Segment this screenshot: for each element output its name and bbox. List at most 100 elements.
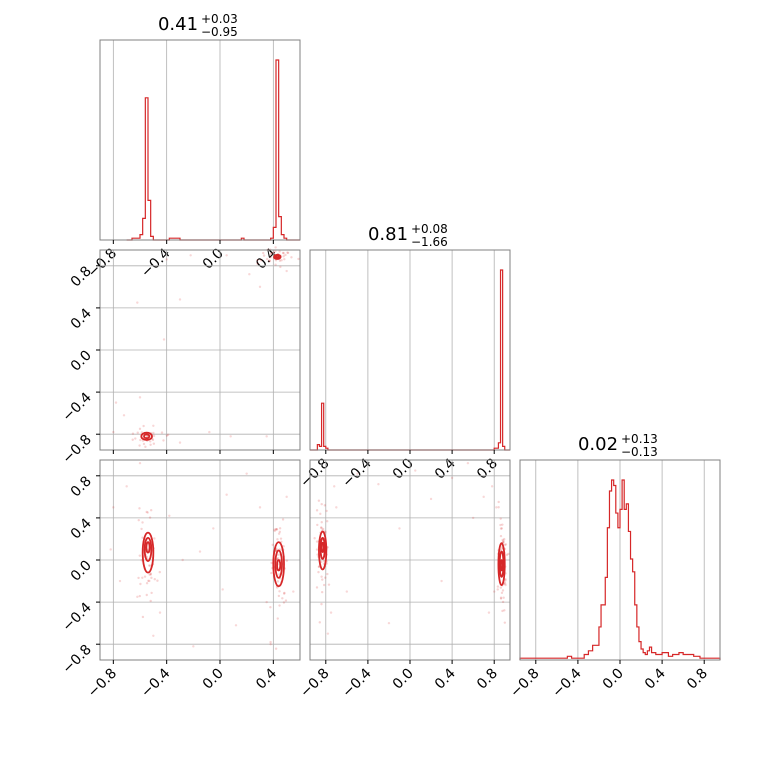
x-tick-label: −0.8 <box>297 456 332 491</box>
scatter-point <box>208 430 211 434</box>
scatter-point <box>268 259 272 263</box>
scatter-point <box>502 537 506 541</box>
scatter-point <box>283 592 286 595</box>
scatter-point <box>329 611 333 614</box>
scatter-point <box>317 570 320 574</box>
scatter-point <box>496 588 499 591</box>
scatter-point <box>151 438 155 442</box>
density-contour <box>497 542 506 587</box>
scatter-point <box>156 579 159 582</box>
scatter-point <box>275 528 278 531</box>
scatter-point <box>278 527 282 530</box>
scatter-point <box>325 509 328 513</box>
scatter-point <box>320 560 323 564</box>
scatter-point <box>499 596 503 599</box>
density-contour <box>145 541 151 554</box>
scatter-point <box>225 493 228 496</box>
scatter-point <box>277 594 281 598</box>
density-contour <box>498 550 505 578</box>
scatter-point <box>277 532 281 535</box>
density-contour <box>274 549 283 579</box>
density-contour <box>143 536 153 562</box>
scatter-point <box>398 527 401 530</box>
scatter-point <box>166 433 170 436</box>
scatter-point <box>152 431 155 435</box>
scatter-point <box>499 597 503 600</box>
scatter-point <box>271 543 274 547</box>
scatter-point <box>138 594 141 598</box>
scatter-point <box>144 445 147 449</box>
scatter-point <box>248 273 251 276</box>
scatter-point <box>139 438 142 442</box>
scatter-point <box>148 516 152 519</box>
scatter-point <box>282 545 285 548</box>
scatter-point <box>282 255 285 258</box>
scatter-point <box>274 647 278 650</box>
scatter-point <box>234 624 238 627</box>
scatter-point <box>290 256 293 259</box>
scatter-point <box>145 510 148 514</box>
scatter-point <box>499 586 503 589</box>
scatter-point <box>262 254 266 257</box>
joint-3-vs-1-panel: −0.8 −0.4 0.0 0.4 −0.8 −0.4 0.0 0.4 0.8 <box>59 459 301 701</box>
scatter-point <box>229 435 232 438</box>
scatter-point <box>269 256 272 259</box>
scatter-point <box>141 576 144 580</box>
marginal-title-value: 0.81 <box>368 224 408 245</box>
scatter-point <box>501 523 504 526</box>
axes-frame <box>99 39 301 241</box>
scatter-point <box>158 611 162 614</box>
scatter-point <box>269 606 272 609</box>
x-tick-label: −0.8 <box>85 666 120 701</box>
scatter-point <box>501 538 504 542</box>
scatter-point <box>490 485 494 488</box>
x-tick-label: −0.4 <box>339 665 374 700</box>
scatter-point <box>496 585 500 588</box>
scatter-point <box>278 590 281 593</box>
scatter-point <box>168 514 171 517</box>
scatter-point <box>275 528 279 531</box>
scatter-point <box>265 435 268 438</box>
marginal-title-upper: +0.03 <box>201 12 238 26</box>
scatter-point <box>152 442 156 445</box>
scatter-point <box>315 586 319 589</box>
scatter-point <box>256 262 259 265</box>
scatter-point <box>276 538 279 541</box>
density-contour <box>276 559 282 572</box>
scatter-point <box>283 591 286 595</box>
scatter-point <box>112 506 115 509</box>
scatter-point <box>148 564 152 567</box>
scatter-point <box>131 438 134 441</box>
scatter-point <box>281 251 285 255</box>
marginal-1-panel: 0.41 +0.03−0.95−0.8 −0.4 0.0 0.4 <box>85 12 301 281</box>
x-tick-label: 0.0 <box>200 666 227 693</box>
scatter-point <box>134 437 137 440</box>
scatter-point <box>333 485 336 488</box>
scatter-point <box>325 520 329 523</box>
scatter-point <box>499 523 502 527</box>
scatter-point <box>265 257 269 261</box>
scatter-point <box>259 259 263 262</box>
scatter-point <box>320 526 323 530</box>
y-tick-label: −0.8 <box>59 642 94 677</box>
scatter-point <box>158 570 161 574</box>
scatter-point <box>138 461 142 465</box>
scatter-point <box>501 600 505 604</box>
scatter-point <box>141 521 144 524</box>
scatter-point <box>212 527 215 530</box>
scatter-point <box>503 582 507 585</box>
scatter-point <box>276 553 280 556</box>
scatter-point <box>276 580 280 583</box>
scatter-point <box>114 401 118 404</box>
x-tick-label: 0.8 <box>684 666 711 693</box>
scatter-point <box>335 506 338 509</box>
scatter-point <box>262 251 265 255</box>
x-tick-label: 0.8 <box>474 666 501 693</box>
density-contour <box>274 254 280 259</box>
scatter-point <box>122 414 126 417</box>
scatter-point <box>297 257 300 261</box>
scatter-point <box>315 548 319 551</box>
marginal-3-panel: 0.02 +0.13−0.13 −0.8 −0.4 0.0 0.4 0.8 <box>507 432 721 701</box>
density-contour <box>318 530 328 571</box>
